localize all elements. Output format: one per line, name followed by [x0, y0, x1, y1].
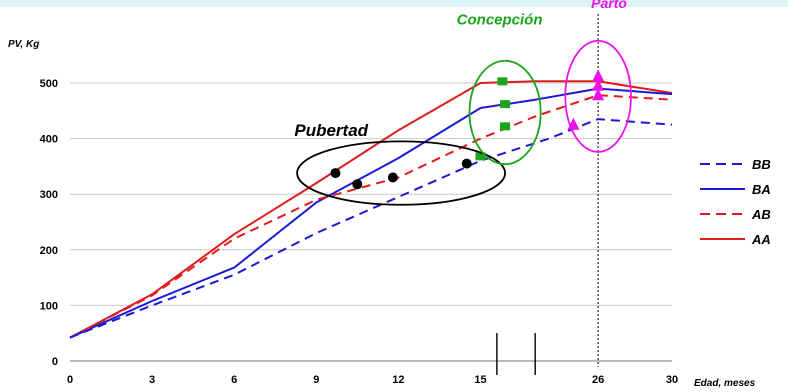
- series-line-bb: [69, 118, 673, 339]
- legend-label-aa: AA: [751, 232, 771, 247]
- x-tick-label: 3: [149, 374, 155, 386]
- y-tick-label: 200: [40, 245, 58, 257]
- y-tick-label: 300: [40, 189, 58, 201]
- legend-label-ab: AB: [751, 207, 771, 222]
- annotation-label: Pubertad: [294, 121, 368, 140]
- y-axis-label: PV, Kg: [8, 39, 39, 50]
- series-line-ab: [69, 94, 673, 339]
- top-band: [0, 0, 788, 7]
- puberty-marker: [330, 168, 341, 179]
- x-axis-label: Edad, meses: [694, 378, 756, 389]
- birth-marker: [592, 69, 605, 82]
- annotation-ellipse: [296, 140, 506, 206]
- conception-marker: [500, 100, 511, 109]
- legend-label-bb: BB: [752, 157, 771, 172]
- puberty-marker: [461, 158, 472, 169]
- conception-marker: [475, 152, 486, 161]
- annotation-label: Concepción: [457, 12, 543, 29]
- x-tick-label: 30: [666, 374, 678, 386]
- conception-marker: [497, 77, 508, 86]
- x-tick-label: 26: [592, 374, 604, 386]
- x-tick-label: 6: [231, 374, 237, 386]
- annotation-label: Parto: [591, 0, 627, 11]
- annotation-ellipse: [564, 39, 632, 153]
- y-tick-label: 400: [40, 134, 58, 146]
- birth-marker: [592, 88, 605, 101]
- puberty-marker: [387, 172, 398, 183]
- x-tick-label: 0: [67, 374, 73, 386]
- y-tick-label: 0: [52, 356, 58, 368]
- puberty-marker: [352, 179, 363, 190]
- annotation-ellipse: [468, 59, 542, 166]
- x-tick-label: 9: [313, 374, 319, 386]
- y-tick-label: 500: [40, 78, 58, 90]
- series-line-aa: [69, 80, 673, 339]
- y-tick-label: 100: [40, 300, 58, 312]
- x-tick-label: 12: [392, 374, 404, 386]
- birth-marker: [592, 78, 605, 91]
- conception-marker: [500, 122, 511, 131]
- x-tick-label: 15: [474, 374, 486, 386]
- series-line-ba: [69, 87, 673, 339]
- legend-label-ba: BA: [752, 182, 771, 197]
